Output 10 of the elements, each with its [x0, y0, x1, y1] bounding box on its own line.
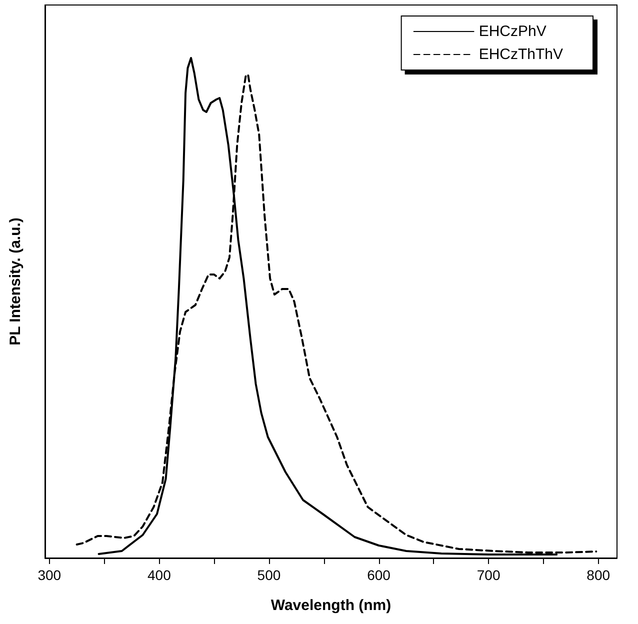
x-tick-label: 600 [367, 567, 391, 583]
y-axis-title: PL Intensity. (a.u.) [7, 218, 24, 346]
x-tick-label: 400 [148, 567, 172, 583]
legend-label: EHCzPhV [478, 23, 546, 40]
x-axis-title: Wavelength (nm) [270, 597, 392, 614]
legend-label: EHCzThThV [478, 46, 564, 63]
x-tick-label: 300 [38, 567, 62, 583]
x-tick-label: 700 [476, 567, 500, 583]
x-tick-label: 500 [257, 567, 281, 583]
x-tick-label: 800 [586, 567, 610, 583]
